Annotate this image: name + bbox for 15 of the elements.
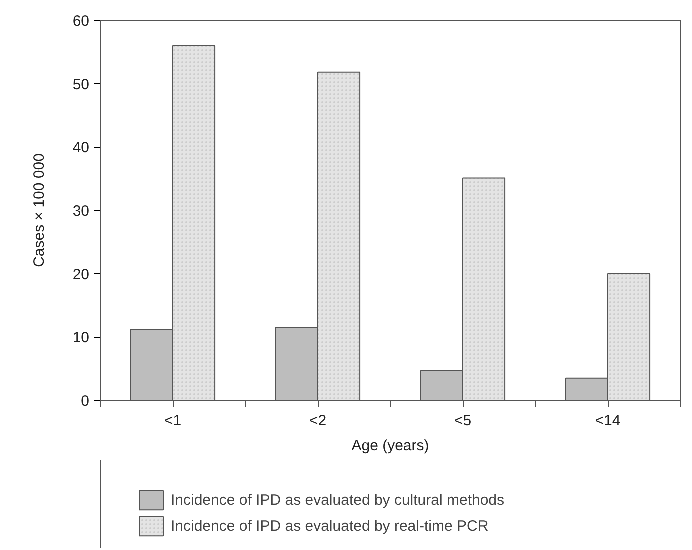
- x-tick-label: <1: [164, 412, 182, 430]
- legend-label: Incidence of IPD as evaluated by cultural methods: [171, 492, 505, 508]
- x-tick-label: <14: [595, 412, 621, 430]
- y-tick-label: 30: [72, 203, 90, 220]
- y-tick-label: 10: [72, 330, 90, 347]
- x-tick-label: <2: [309, 412, 327, 430]
- y-tick-label: 20: [72, 266, 90, 284]
- y-tick-label: 50: [72, 76, 90, 94]
- y-tick-label: 60: [72, 13, 90, 30]
- y-tick-label: 40: [72, 140, 90, 157]
- x-tick-label: <5: [454, 412, 472, 430]
- legend-label: Incidence of IPD as evaluated by real-time PCR: [171, 518, 489, 534]
- y-tick-label: 0: [81, 393, 90, 410]
- x-axis-title: Age (years): [352, 438, 430, 454]
- y-axis-title: Cases × 100 000: [30, 154, 48, 268]
